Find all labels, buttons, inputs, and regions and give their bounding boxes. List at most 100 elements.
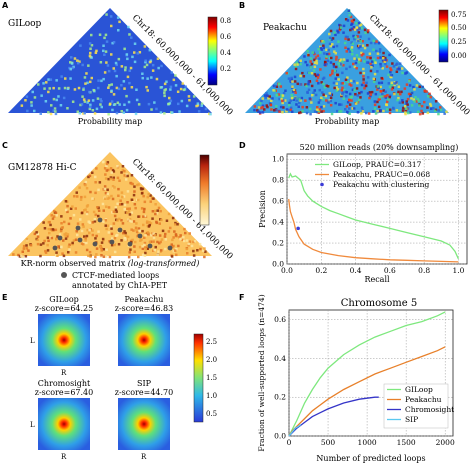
heatmap-cell xyxy=(318,57,321,60)
heatmap-cell xyxy=(356,39,360,43)
heatmap-cell xyxy=(90,56,93,59)
heatmap-cell xyxy=(349,48,353,51)
heatmap-cell xyxy=(352,34,355,38)
heatmap-cell xyxy=(361,44,365,47)
heatmap-cell xyxy=(326,59,330,63)
heatmap-cell xyxy=(359,71,362,75)
heatmap-cell xyxy=(317,110,320,113)
heatmap-cell xyxy=(334,101,337,105)
heatmap-cell xyxy=(332,65,336,68)
heatmap-cell xyxy=(374,112,378,115)
heatmap-cell xyxy=(398,68,401,71)
panel-letter: E xyxy=(2,293,7,302)
series-line-3 xyxy=(288,423,302,437)
heatmap-cell xyxy=(149,222,153,225)
heatmap-cell xyxy=(73,88,77,91)
heatmap-cell xyxy=(203,255,206,259)
ctcf-loop-marker xyxy=(117,227,123,233)
heatmap-cell xyxy=(366,92,370,95)
heatmap-cell xyxy=(337,78,340,81)
heatmap-cell xyxy=(53,107,57,110)
heatmap-cell xyxy=(112,93,116,96)
heatmap-cell xyxy=(390,83,393,86)
heatmap-cell xyxy=(77,61,80,65)
heatmap-cell xyxy=(351,53,354,56)
heatmap-cell xyxy=(50,214,53,217)
heatmap-cell xyxy=(113,186,116,189)
heatmap-cell xyxy=(190,244,194,248)
heatmap-cell xyxy=(376,70,379,73)
heatmap-cell xyxy=(111,197,115,201)
heatmap-cell xyxy=(273,109,276,112)
heatmap-cell xyxy=(153,248,156,252)
heatmap-cell xyxy=(362,78,365,81)
heatmap-cell xyxy=(173,249,177,252)
heatmap-cell xyxy=(328,32,331,36)
heatmap-cell xyxy=(148,221,151,224)
heatmap-cell xyxy=(151,210,155,213)
heatmap-cell xyxy=(68,248,71,251)
heatmap-cell xyxy=(61,226,64,229)
heatmap-cell xyxy=(133,190,136,193)
apa-score: z-score=64.25 xyxy=(35,304,93,313)
heatmap-cell xyxy=(345,67,348,71)
heatmap-cell xyxy=(123,208,126,211)
heatmap-cell xyxy=(152,249,155,252)
heatmap-cell xyxy=(147,233,150,236)
heatmap-cell xyxy=(281,95,284,99)
heatmap-cell xyxy=(393,82,396,85)
heatmap-cell xyxy=(289,106,293,110)
heatmap-cell xyxy=(348,83,351,86)
heatmap-cell xyxy=(135,230,139,234)
heatmap-cell xyxy=(392,106,395,110)
heatmap-cell xyxy=(278,110,281,113)
heatmap-cell xyxy=(253,108,256,112)
heatmap-cell xyxy=(355,67,358,70)
heatmap-cell xyxy=(105,169,109,172)
heatmap-cell xyxy=(196,249,199,252)
heatmap-cell xyxy=(57,245,60,248)
heatmap-cell xyxy=(322,44,325,47)
heatmap-cell xyxy=(418,85,421,88)
x-tick-label: 0.2 xyxy=(315,266,327,275)
heatmap-cell xyxy=(164,238,168,241)
heatmap-cell xyxy=(132,193,136,197)
heatmap-cell xyxy=(128,69,131,72)
heatmap-cell xyxy=(201,249,205,252)
heatmap-cell xyxy=(109,15,113,18)
heatmap-cell xyxy=(93,220,97,223)
heatmap-cell xyxy=(325,52,329,56)
heatmap-cell xyxy=(123,169,126,173)
heatmap-cell xyxy=(149,59,153,62)
heatmap-cell xyxy=(196,102,200,105)
panel-title: GILoop xyxy=(8,19,42,29)
colorbar-ticks: 2.5 2.0 1.5 1.0 0.5 xyxy=(206,338,217,418)
heatmap-cell xyxy=(391,62,394,65)
heatmap-cell xyxy=(312,69,316,72)
heatmap-cell xyxy=(333,31,336,34)
heatmap-cell xyxy=(445,110,448,114)
heatmap-cell xyxy=(74,251,78,254)
heatmap-cell xyxy=(112,41,116,44)
heatmap-cell xyxy=(140,207,144,210)
heatmap-cell xyxy=(410,97,413,100)
heatmap-cell xyxy=(295,61,299,64)
heatmap-cell xyxy=(185,247,189,251)
heatmap-cell xyxy=(385,65,389,68)
heatmap-cell xyxy=(280,94,283,97)
heatmap-cell xyxy=(375,40,378,43)
heatmap-cell xyxy=(278,97,281,101)
heatmap-cell xyxy=(37,83,40,86)
heatmap-cell xyxy=(204,107,208,111)
heatmap-cell xyxy=(117,57,121,61)
heatmap-cell xyxy=(93,112,97,115)
heatmap-cell xyxy=(346,110,349,114)
heatmap-cell xyxy=(289,79,292,83)
heatmap-cell xyxy=(82,242,85,246)
heatmap-cell xyxy=(106,224,110,227)
heatmap-cell xyxy=(33,109,36,113)
heatmap-cell xyxy=(94,213,97,217)
heatmap-cell xyxy=(124,231,127,235)
heatmap-cell xyxy=(113,69,117,73)
heatmap-cell xyxy=(46,236,50,239)
